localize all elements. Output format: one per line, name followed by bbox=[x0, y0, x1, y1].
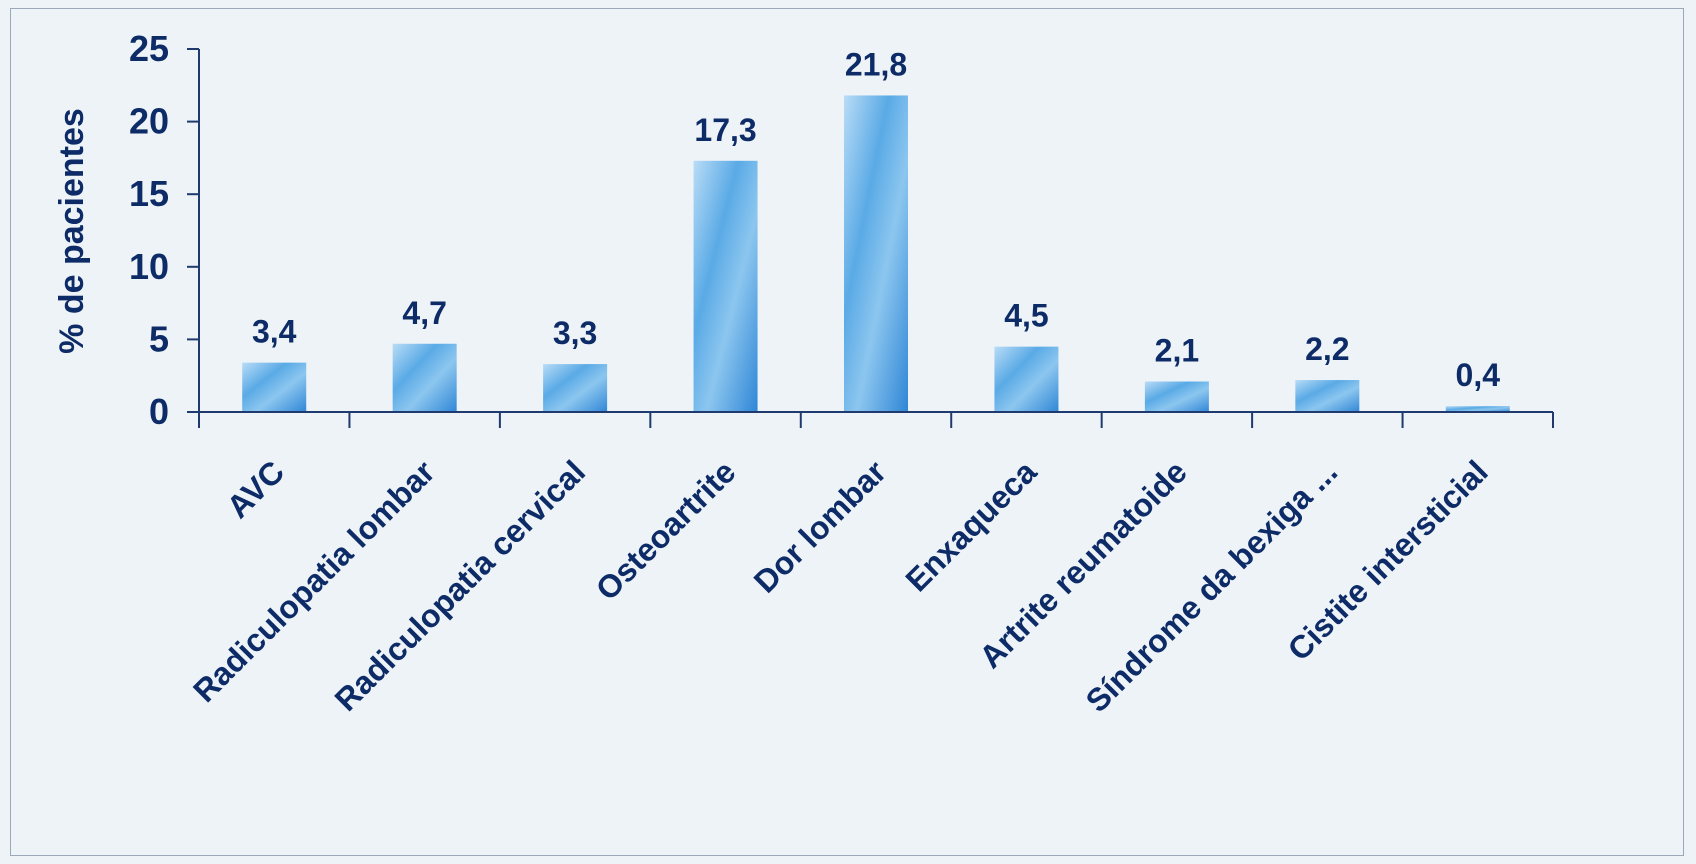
bar bbox=[392, 343, 457, 412]
y-tick-label: 25 bbox=[129, 28, 169, 69]
data-label: 17,3 bbox=[694, 112, 756, 148]
value-labels-layer: 3,4 4,7 3,3 17,3 21,8 4,5 2,1 2,2 0,4 bbox=[252, 46, 1500, 393]
bar bbox=[994, 346, 1059, 412]
chart-frame: 3,4 4,7 3,3 17,3 21,8 4,5 2,1 2,2 0,4 AVC Radicul… bbox=[10, 8, 1684, 856]
x-tick-label: Radiculopatia cervical bbox=[328, 453, 592, 717]
data-label: 3,3 bbox=[553, 315, 597, 351]
x-tick-label: Radiculopatia lombar bbox=[186, 453, 442, 709]
y-tick-label: 15 bbox=[129, 173, 169, 214]
x-tick-label: Dor lombar bbox=[747, 453, 893, 599]
data-label: 0,4 bbox=[1456, 357, 1501, 393]
x-tick-label: Síndrome da bexiga ... bbox=[1079, 453, 1345, 719]
data-label: 2,2 bbox=[1305, 331, 1349, 367]
data-label: 3,4 bbox=[252, 314, 297, 350]
data-label: 4,5 bbox=[1004, 298, 1048, 334]
x-tick-label: Osteoartrite bbox=[589, 453, 743, 607]
bar bbox=[844, 95, 908, 413]
y-tick-label: 20 bbox=[129, 101, 169, 142]
bar bbox=[543, 364, 608, 412]
data-label: 4,7 bbox=[402, 295, 446, 331]
bar bbox=[1295, 380, 1360, 412]
bar bbox=[693, 160, 758, 412]
y-tick-label: 0 bbox=[149, 391, 169, 432]
x-tick-label: Enxaqueca bbox=[898, 453, 1043, 598]
bar bbox=[1144, 381, 1209, 412]
y-axis-title: % de pacientes bbox=[53, 108, 91, 354]
bars-layer bbox=[242, 95, 1510, 413]
bar-chart: 3,44,73,317,321,84,52,1 2,20,4 AVCRadicul… bbox=[53, 28, 1554, 719]
y-tick-label: 5 bbox=[149, 318, 169, 359]
bar bbox=[1445, 406, 1510, 412]
data-label: 2,1 bbox=[1155, 333, 1199, 369]
data-label: 21,8 bbox=[845, 46, 907, 82]
y-tick-label: 10 bbox=[129, 246, 169, 287]
x-tick-label: AVC bbox=[220, 453, 292, 525]
bar bbox=[242, 362, 307, 412]
